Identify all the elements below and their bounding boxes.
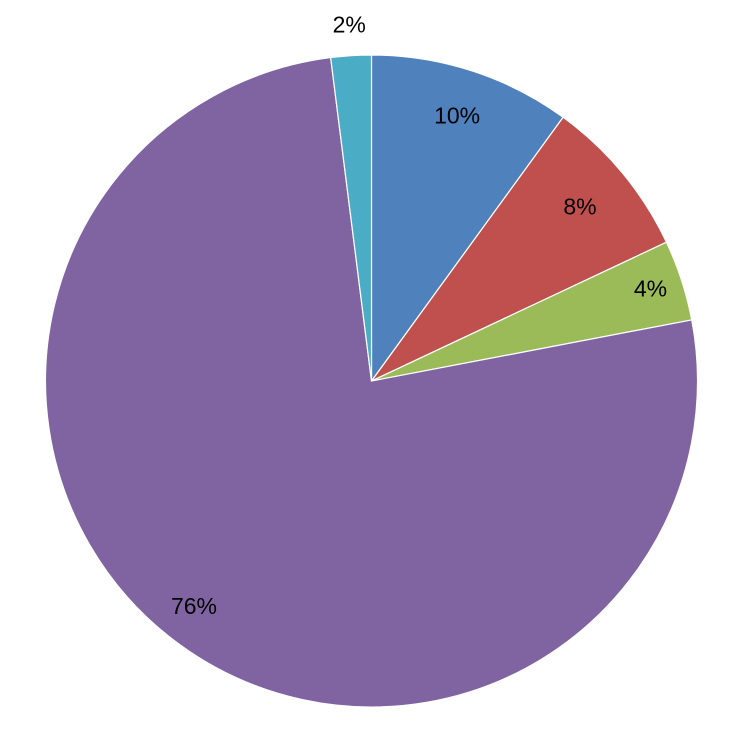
pie-slice-4	[44, 56, 699, 708]
pie-slice-1	[370, 54, 564, 383]
pie-slice-2	[371, 116, 668, 382]
slice-label-4: 76%	[171, 593, 217, 619]
pie-slice-5	[329, 54, 373, 382]
slice-label-1: 10%	[434, 103, 480, 129]
labels-layer: 10% 8% 4% 76% 2%	[171, 11, 667, 619]
slices-layer	[44, 54, 699, 708]
slice-label-3: 4%	[634, 275, 667, 301]
slice-label-5: 2%	[333, 11, 366, 37]
slice-label-2: 8%	[563, 194, 596, 220]
